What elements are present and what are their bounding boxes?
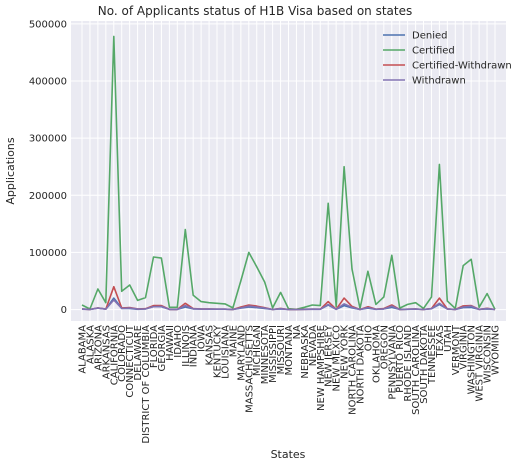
x-tick-label: CALIFORNIA bbox=[109, 325, 120, 385]
x-tick-label: FLORIDA bbox=[149, 325, 160, 368]
x-tick-label: ILLINOIS bbox=[181, 325, 192, 367]
y-tick-labels: 0 100000 200000 300000 400000 500000 bbox=[29, 19, 67, 316]
x-tick-label: SOUTH CAROLINA bbox=[411, 325, 422, 415]
legend-label: Withdrawn bbox=[412, 76, 466, 87]
x-tick-label: NEW YORK bbox=[340, 325, 351, 379]
y-axis-label: Applications bbox=[4, 137, 17, 204]
x-tick-label: WASHINGTON bbox=[467, 325, 478, 394]
x-tick-label: HAWAII bbox=[165, 325, 176, 361]
x-tick-label: MISSISSIPPI bbox=[268, 325, 279, 383]
x-tick-label: TEXAS bbox=[435, 325, 446, 358]
x-tick-label: ALABAMA bbox=[78, 325, 89, 374]
y-tick-label: 400000 bbox=[29, 77, 67, 88]
x-tick-label: WISCONSIN bbox=[483, 325, 494, 383]
x-tick-label: MONTANA bbox=[284, 325, 295, 376]
x-tick-label: TENNESSEE bbox=[427, 325, 438, 385]
x-tick-label: NEVADA bbox=[308, 325, 319, 366]
x-tick-label: VIRGINIA bbox=[459, 325, 470, 370]
x-tick-label: INDIANA bbox=[189, 325, 200, 367]
x-tick-label: NEW HAMPSHIRE bbox=[316, 325, 327, 411]
chart-title: No. of Applicants status of H1B Visa bas… bbox=[98, 4, 412, 18]
x-tick-label: PENNSYLVANIA bbox=[387, 325, 398, 400]
y-tick-label: 0 bbox=[61, 305, 67, 316]
x-tick-label: UTAH bbox=[443, 325, 454, 352]
x-tick-label: VERMONT bbox=[451, 324, 462, 375]
x-tick-label: LOUISIANA bbox=[220, 325, 231, 379]
x-tick-label: NA bbox=[292, 325, 303, 339]
x-tick-label: ARKANSAS bbox=[101, 325, 112, 379]
x-tick-label: ALASKA bbox=[85, 325, 96, 364]
x-tick-label: WYOMING bbox=[491, 325, 502, 375]
series-line-withdrawn bbox=[81, 299, 496, 311]
gridlines bbox=[71, 21, 506, 321]
x-axis-label: States bbox=[271, 448, 306, 461]
y-tick-label: 100000 bbox=[29, 248, 67, 259]
legend-label: Certified bbox=[412, 46, 455, 57]
legend: Denied Certified Certified-Withdrawn Withdr… bbox=[383, 31, 512, 87]
x-tick-label: RHODE ISLAND bbox=[403, 325, 414, 402]
x-tick-label: NEW MEXICO bbox=[332, 325, 343, 392]
x-tick-label: COLORADO bbox=[117, 325, 128, 382]
y-tick-label: 500000 bbox=[29, 19, 67, 30]
x-tick-label: IOWA bbox=[197, 325, 208, 352]
x-tick-label: DISTRICT OF COLUMBIA bbox=[141, 325, 152, 444]
x-tick-label: CONNECTICUT bbox=[125, 324, 136, 397]
x-tick-label: NEBRASKA bbox=[300, 325, 311, 379]
x-tick-label: OKLAHOMA bbox=[371, 325, 382, 383]
series-lines bbox=[81, 35, 496, 311]
x-tick-label: MAINE bbox=[228, 325, 239, 357]
x-tick-label: MICHIGAN bbox=[252, 325, 263, 376]
x-tick-label: NORTH DAKOTA bbox=[355, 325, 366, 404]
x-tick-label: SOUTH DAKOTA bbox=[419, 325, 430, 404]
legend-label: Certified-Withdrawn bbox=[412, 61, 512, 72]
x-tick-label: ARIZONA bbox=[93, 325, 104, 371]
x-tick-label: KANSAS bbox=[205, 325, 216, 365]
x-tick-label: MINNESOTA bbox=[260, 325, 271, 384]
x-tick-label: KENTUCKY bbox=[213, 324, 224, 378]
x-tick-label: NEW JERSEY bbox=[324, 324, 335, 387]
x-tick-labels: ALABAMAALASKAARIZONAARKANSASCALIFORNIACO… bbox=[78, 324, 502, 443]
x-tick-label: WEST VIRGINIA bbox=[475, 325, 486, 402]
x-tick-label: MASSACHUSETTS bbox=[244, 325, 255, 413]
x-tick-label: GEORGIA bbox=[157, 325, 168, 372]
x-tick-label: DELAWARE bbox=[133, 325, 144, 381]
x-tick-label: OREGON bbox=[379, 325, 390, 369]
x-tick-label: IDAHO bbox=[173, 325, 184, 358]
legend-label: Denied bbox=[412, 31, 447, 42]
y-tick-label: 300000 bbox=[29, 134, 67, 145]
x-tick-label: PUERTO RICO bbox=[395, 325, 406, 393]
x-tick-label: MISSOURI bbox=[276, 325, 287, 374]
x-tick-label: OHIO bbox=[363, 325, 374, 351]
x-tick-label: NORTH CAROLINA bbox=[348, 325, 359, 415]
x-tick-label: MARYLAND bbox=[236, 325, 247, 381]
y-tick-label: 200000 bbox=[29, 191, 67, 202]
